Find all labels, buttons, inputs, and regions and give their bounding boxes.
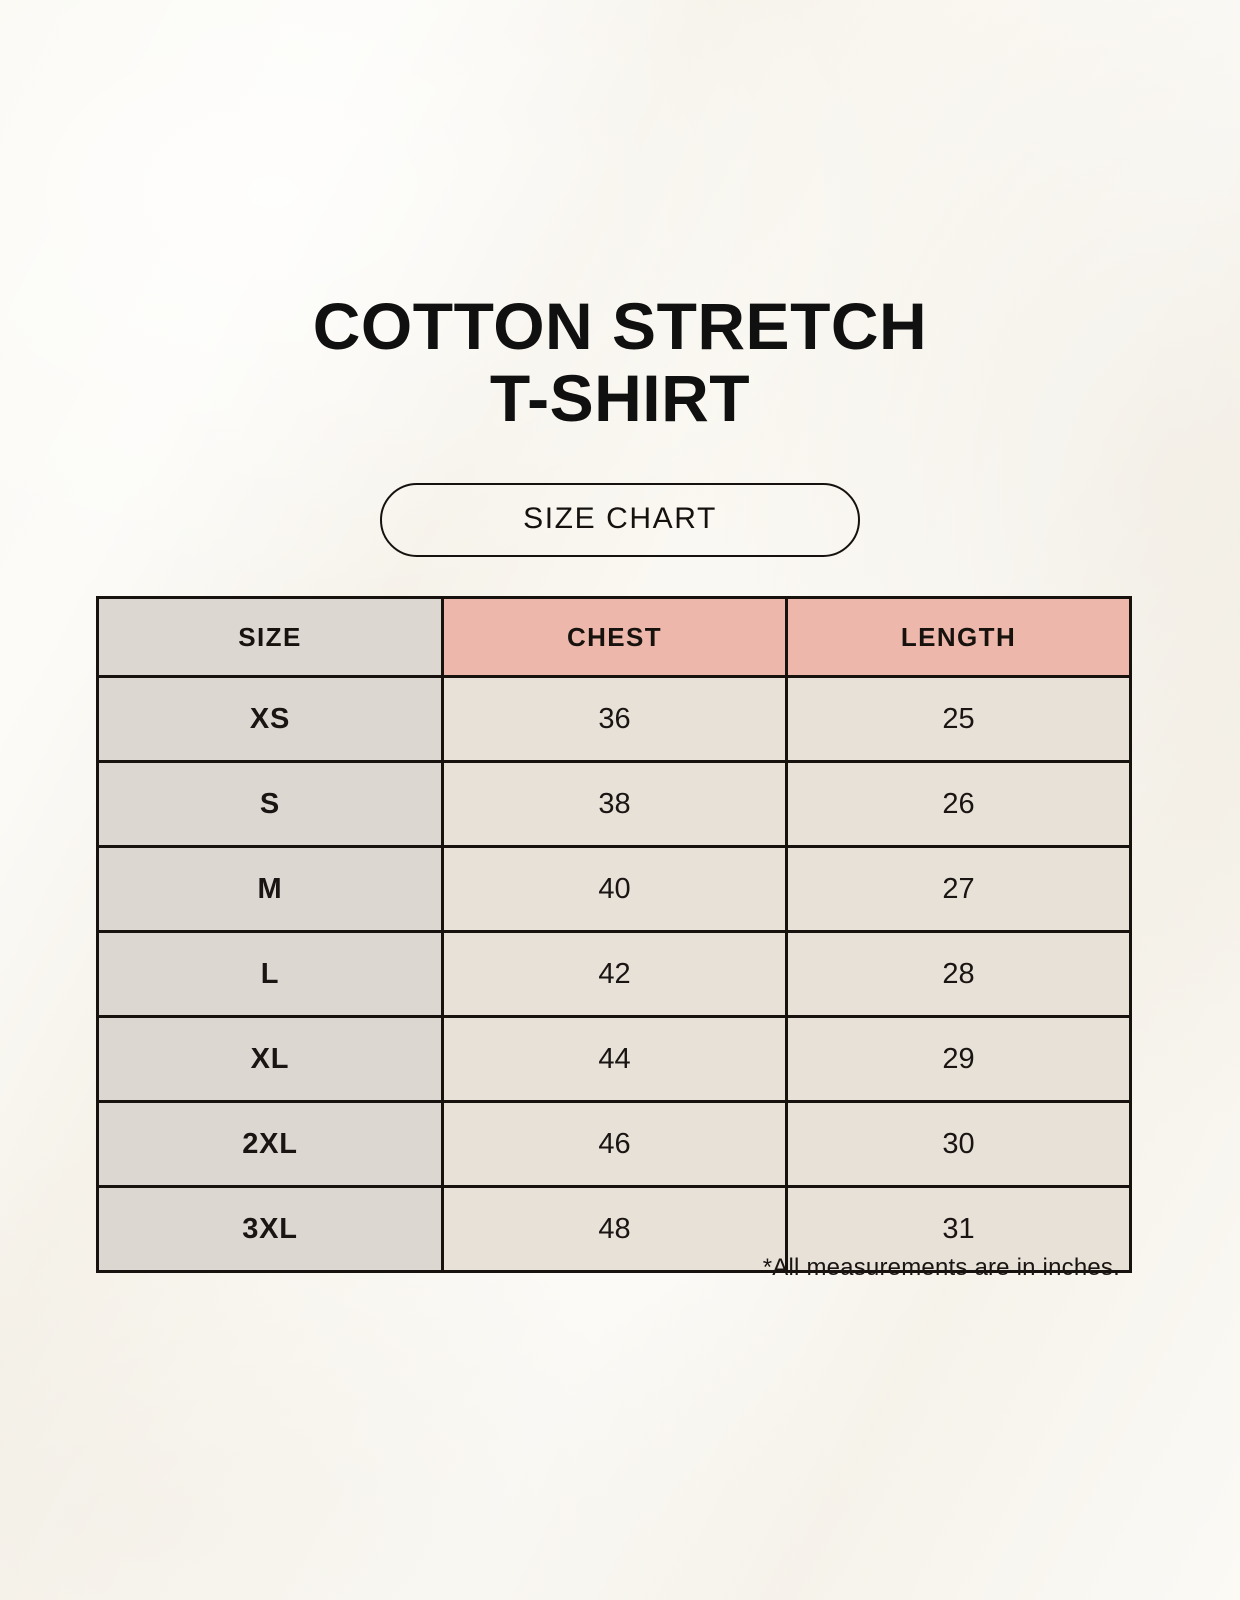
- cell-chest: 44: [441, 1015, 788, 1103]
- cell-size: XL: [96, 1015, 444, 1103]
- page-title: COTTON STRETCH T-SHIRT: [0, 290, 1240, 434]
- column-header-chest: CHEST: [441, 596, 788, 678]
- column-header-length: LENGTH: [785, 596, 1132, 678]
- size-chart-badge-container: SIZE CHART: [0, 483, 1240, 557]
- cell-length: 26: [785, 760, 1132, 848]
- size-chart-table-container: SIZE CHEST LENGTH XS 36 25 S 38 26 M: [96, 596, 1132, 1273]
- cell-chest: 46: [441, 1100, 788, 1188]
- title-line-1: COTTON STRETCH: [312, 289, 928, 363]
- table-row: XS 36 25: [96, 675, 1132, 763]
- table-header-row: SIZE CHEST LENGTH: [96, 596, 1132, 678]
- cell-size: 2XL: [96, 1100, 444, 1188]
- cell-size: L: [96, 930, 444, 1018]
- table-row: XL 44 29: [96, 1015, 1132, 1103]
- measurement-footnote: *All measurements are in inches.: [762, 1254, 1120, 1281]
- cell-chest: 42: [441, 930, 788, 1018]
- table-row: M 40 27: [96, 845, 1132, 933]
- size-chart-table: SIZE CHEST LENGTH XS 36 25 S 38 26 M: [96, 596, 1132, 1273]
- table-row: S 38 26: [96, 760, 1132, 848]
- cell-chest: 40: [441, 845, 788, 933]
- title-line-2: T-SHIRT: [489, 361, 751, 435]
- table-row: L 42 28: [96, 930, 1132, 1018]
- cell-length: 30: [785, 1100, 1132, 1188]
- table-row: 2XL 46 30: [96, 1100, 1132, 1188]
- cell-size: XS: [96, 675, 444, 763]
- size-chart-badge: SIZE CHART: [380, 483, 860, 557]
- cell-length: 28: [785, 930, 1132, 1018]
- cell-size: M: [96, 845, 444, 933]
- column-header-size: SIZE: [96, 596, 444, 678]
- cell-length: 27: [785, 845, 1132, 933]
- cell-length: 25: [785, 675, 1132, 763]
- table-body: XS 36 25 S 38 26 M 40 27 L 42 28: [96, 675, 1132, 1273]
- cell-size: S: [96, 760, 444, 848]
- cell-chest: 36: [441, 675, 788, 763]
- cell-length: 29: [785, 1015, 1132, 1103]
- cell-chest: 38: [441, 760, 788, 848]
